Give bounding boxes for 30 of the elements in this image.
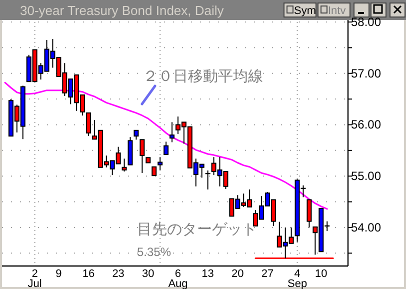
annotation: 5.35% [137,245,172,259]
candlestick [86,112,91,137]
x-tick-label: 6 Aug [168,268,188,289]
x-tick-label: 27 [261,268,274,280]
candlestick [140,139,145,174]
text: Intv [328,5,346,17]
y-tick-label: 55.00 [351,169,382,184]
candlestick [170,122,175,143]
candlestick [164,141,169,156]
x-tick-label: 9 [56,268,62,280]
x-tick-label: 10 [315,268,328,280]
candlestick [306,199,312,228]
x-tick-label: 23 [112,268,124,280]
y-tick-label: 54.00 [351,220,382,234]
annotation: ２０日移動平均線 [143,68,263,85]
candlestick [134,130,139,140]
annotation: 目先のターゲット [137,221,257,238]
text: Sym [294,5,316,17]
x-tick-label: 16 [82,268,95,280]
x-tick-label: 13 [202,268,214,280]
candlestick [158,156,163,170]
x-tick-label: 30 [142,268,154,280]
x-tick-label: 4 Sep [288,268,308,289]
x-tick-label: 20 [232,268,244,280]
title: 30-year Treasury Bond Index, Daily [20,3,224,18]
x-tick-label: 2 Jul [28,268,42,289]
y-tick-label: 57.00 [351,66,382,80]
candlestick [122,158,127,172]
y-tick-label: 56.00 [351,118,382,132]
y-tick-label: 58.00 [351,15,382,29]
